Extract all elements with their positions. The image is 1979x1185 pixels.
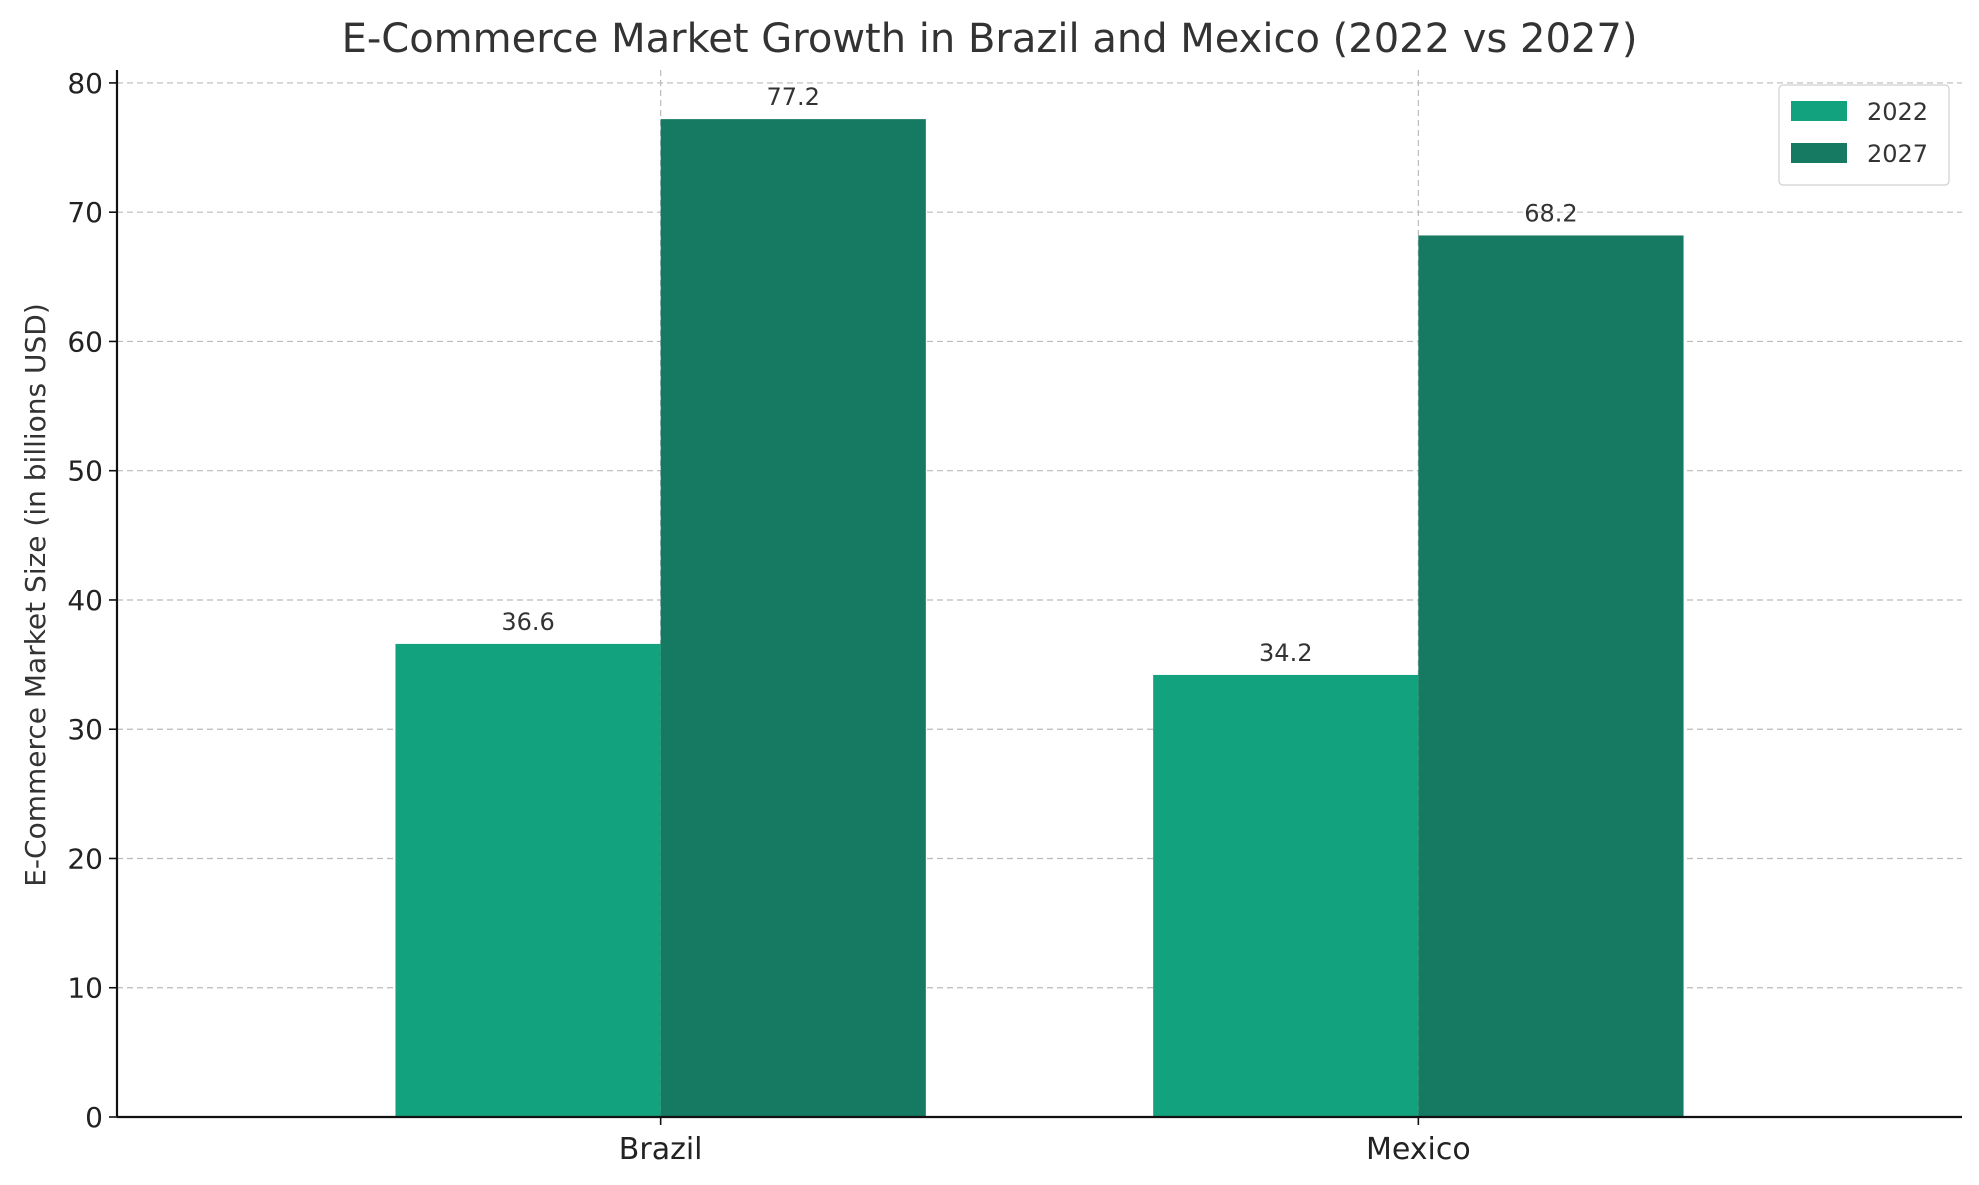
bar-layer	[395, 119, 1684, 1118]
y-tick-label: 0	[85, 1101, 103, 1134]
legend: 2022 2027	[1778, 84, 1950, 186]
legend-label: 2022	[1867, 98, 1928, 126]
data-label: 68.2	[1524, 199, 1577, 227]
y-tick-label: 60	[67, 325, 103, 358]
y-tick-label: 70	[67, 196, 103, 229]
chart-title: E-Commerce Market Growth in Brazil and M…	[342, 16, 1638, 62]
y-tick-label: 30	[67, 713, 103, 746]
data-label: 36.6	[501, 608, 554, 636]
y-tick-label: 80	[67, 67, 103, 100]
y-tick-label: 10	[67, 972, 103, 1005]
x-tick-label: Brazil	[619, 1132, 703, 1167]
bar-brazil-2027	[660, 119, 926, 1117]
legend-swatch	[1791, 101, 1847, 121]
y-tick-label: 40	[67, 584, 103, 617]
axis-layer: 0 10 20 30 40 50 60 70 80 Brazil Mexico	[67, 67, 1962, 1167]
data-label-layer: 36.6 34.2 77.2 68.2	[501, 83, 1577, 667]
legend-label: 2027	[1867, 140, 1928, 168]
data-label: 77.2	[767, 83, 820, 111]
y-tick-label: 20	[67, 842, 103, 875]
x-tick-label: Mexico	[1366, 1132, 1471, 1167]
data-label: 34.2	[1259, 639, 1312, 667]
y-tick-label: 50	[67, 455, 103, 488]
bar-mexico-2027	[1418, 235, 1684, 1118]
bar-mexico-2022	[1153, 674, 1419, 1117]
legend-swatch	[1791, 143, 1847, 163]
y-axis-title: E-Commerce Market Size (in billions USD)	[19, 303, 52, 887]
grid-layer	[117, 70, 1962, 1118]
bar-brazil-2022	[395, 643, 661, 1117]
